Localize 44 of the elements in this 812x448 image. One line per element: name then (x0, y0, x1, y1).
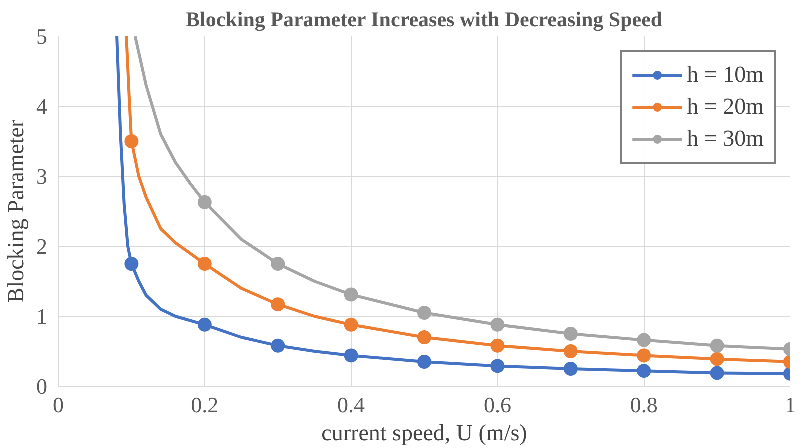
point (710, 338, 724, 353)
x-axis-title: current speed, U (m/s) (322, 420, 528, 446)
x-tick-label: 0 (53, 392, 64, 418)
point (564, 362, 578, 376)
point (710, 366, 724, 380)
point (490, 338, 505, 353)
x-tick-label: 0.6 (484, 392, 512, 418)
point (198, 257, 212, 271)
y-tick-label: 4 (36, 94, 48, 119)
point (490, 359, 505, 374)
point (637, 348, 652, 363)
y-tick-label: 0 (36, 374, 48, 399)
x-tick-label: 0.4 (338, 392, 366, 418)
point (198, 318, 212, 332)
point (344, 318, 358, 332)
legend-label: h = 30m (687, 126, 764, 152)
point (271, 298, 286, 312)
point (344, 348, 358, 363)
point (418, 355, 432, 369)
point (271, 257, 286, 271)
y-tick-label: 1 (36, 304, 48, 329)
point (198, 195, 212, 210)
point (637, 333, 652, 348)
point (637, 364, 652, 378)
legend-label: h = 20m (687, 94, 764, 120)
point (418, 330, 432, 344)
point (124, 134, 139, 148)
point (710, 352, 724, 366)
y-tick-label: 3 (36, 164, 48, 189)
point (564, 344, 578, 358)
y-axis-title: Blocking Parameter (4, 120, 28, 304)
point (490, 318, 505, 332)
point (418, 306, 432, 320)
x-tick-label: 1 (785, 392, 796, 418)
point (344, 288, 358, 302)
y-tick-label: 5 (36, 24, 48, 49)
chart-title: Blocking Parameter Increases with Decreasing Speed (186, 8, 663, 32)
y-tick-label: 2 (36, 234, 48, 259)
point (124, 257, 139, 271)
point (564, 327, 578, 341)
x-tick-label: 0.8 (630, 392, 658, 418)
point (271, 338, 286, 353)
legend-label: h = 10m (687, 62, 764, 88)
x-tick-label: 0.2 (191, 392, 219, 418)
